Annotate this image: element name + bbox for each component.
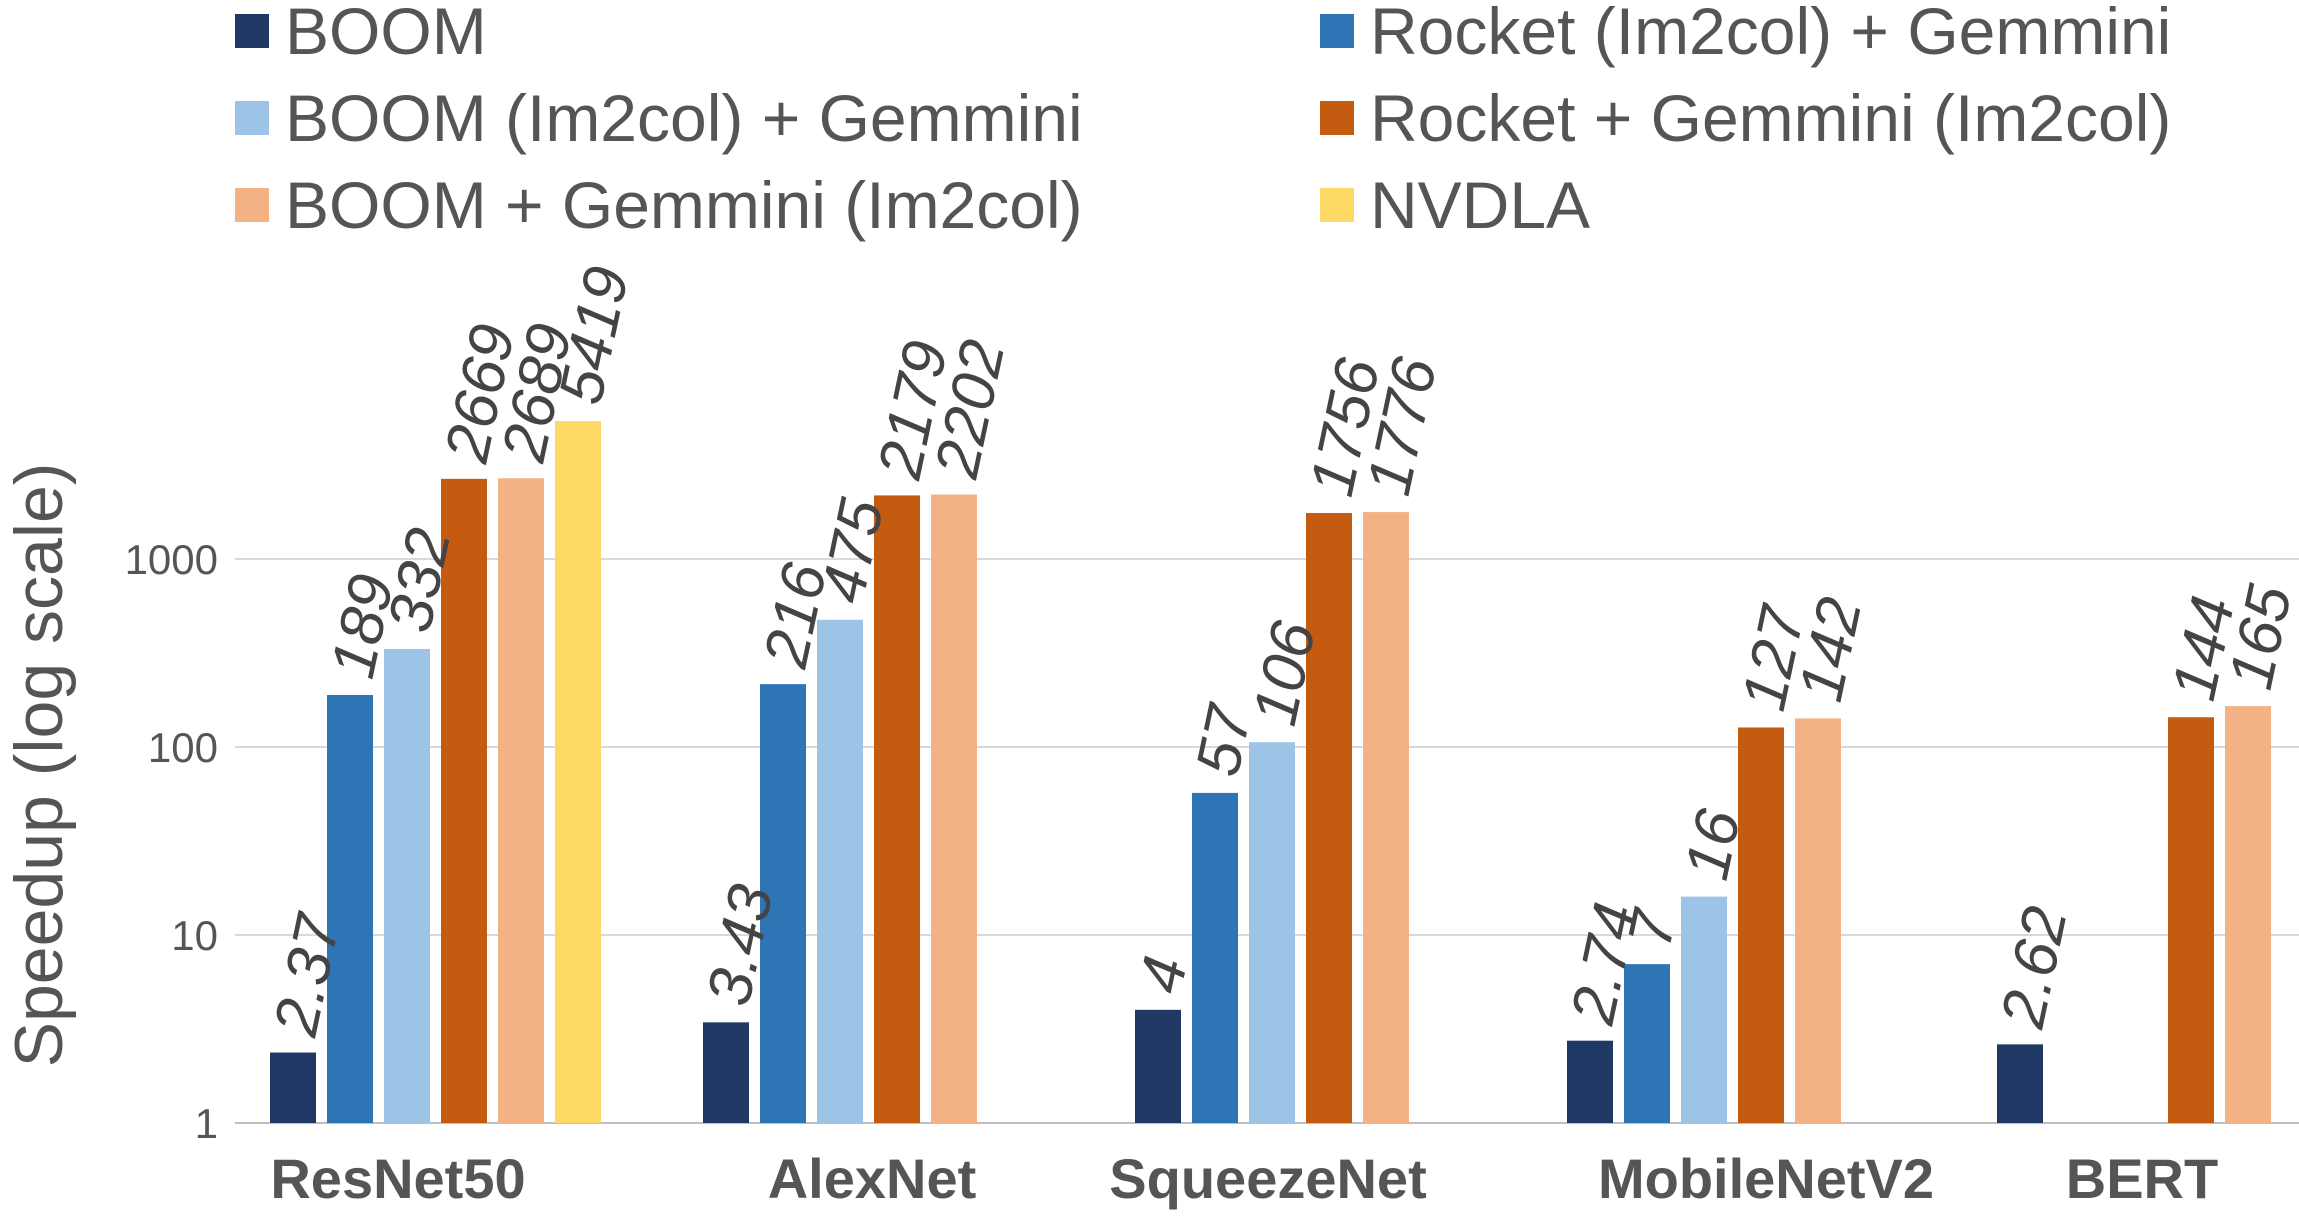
legend-label: BOOM + Gemmini (Im2col)	[285, 168, 1083, 242]
legend-swatch	[1320, 101, 1354, 135]
legend: BOOM Rocket (Im2col) + Gemmini BOOM (Im2co…	[235, 0, 2171, 242]
data-label: 16	[1672, 803, 1754, 885]
legend-swatch	[1320, 188, 1354, 222]
legend-item: NVDLA	[1320, 168, 1590, 242]
legend-label: BOOM	[285, 0, 487, 68]
bar	[441, 478, 487, 1124]
y-axis-label: Speedup (log scale)	[1, 463, 77, 1068]
legend-item: BOOM + Gemmini (Im2col)	[235, 168, 1083, 242]
bar	[1567, 1040, 1613, 1123]
y-axis: 1 10 100 1000	[125, 536, 218, 1147]
data-label: 57	[1183, 698, 1265, 782]
bar	[270, 1052, 316, 1123]
x-axis-categories: ResNet50 AlexNet SqueezeNet MobileNetV2 BERT	[270, 1147, 2218, 1210]
legend-item: Rocket (Im2col) + Gemmini	[1320, 0, 2171, 68]
bar	[2168, 717, 2214, 1123]
legend-swatch	[1320, 14, 1354, 48]
bar	[1135, 1009, 1181, 1123]
legend-swatch	[235, 101, 269, 135]
bar	[760, 684, 806, 1123]
x-category-label: AlexNet	[768, 1147, 977, 1210]
bar	[817, 619, 863, 1123]
bar	[384, 649, 430, 1123]
bar	[1624, 964, 1670, 1123]
data-label: 5419	[546, 261, 642, 410]
bar	[1249, 742, 1295, 1123]
data-labels: 2.371893322669268954193.4321647521792202…	[261, 261, 2299, 1043]
data-label: 165	[2216, 579, 2299, 695]
legend-label: BOOM (Im2col) + Gemmini	[285, 81, 1083, 155]
bars	[270, 421, 2271, 1124]
bar	[1363, 512, 1409, 1123]
x-category-label: MobileNetV2	[1598, 1147, 1934, 1210]
y-tick-label: 1	[195, 1100, 218, 1147]
legend-swatch	[235, 188, 269, 222]
bar	[327, 695, 373, 1123]
data-label: 142	[1786, 592, 1875, 708]
y-tick-label: 100	[148, 724, 218, 771]
data-label: 2.62	[1988, 901, 2081, 1034]
bar	[1192, 792, 1238, 1123]
bar	[703, 1022, 749, 1123]
legend-item: Rocket + Gemmini (Im2col)	[1320, 81, 2171, 155]
x-category-label: ResNet50	[270, 1147, 525, 1210]
bar	[1306, 513, 1352, 1123]
bar	[1795, 718, 1841, 1123]
bar	[1738, 727, 1784, 1123]
y-tick-label: 10	[171, 912, 218, 959]
legend-item: BOOM	[235, 0, 487, 68]
x-category-label: BERT	[2066, 1147, 2218, 1210]
bar	[2225, 706, 2271, 1123]
legend-swatch	[235, 14, 269, 48]
x-category-label: SqueezeNet	[1109, 1147, 1426, 1210]
data-label: 4	[1126, 951, 1201, 999]
bar	[498, 478, 544, 1123]
bar	[1681, 896, 1727, 1123]
bar	[931, 494, 977, 1123]
legend-label: NVDLA	[1370, 168, 1590, 242]
legend-item: BOOM (Im2col) + Gemmini	[235, 81, 1083, 155]
legend-label: Rocket (Im2col) + Gemmini	[1370, 0, 2171, 68]
y-tick-label: 1000	[125, 536, 218, 583]
bar	[555, 421, 601, 1123]
bar	[1997, 1044, 2043, 1123]
legend-label: Rocket + Gemmini (Im2col)	[1370, 81, 2171, 155]
bar	[874, 495, 920, 1123]
